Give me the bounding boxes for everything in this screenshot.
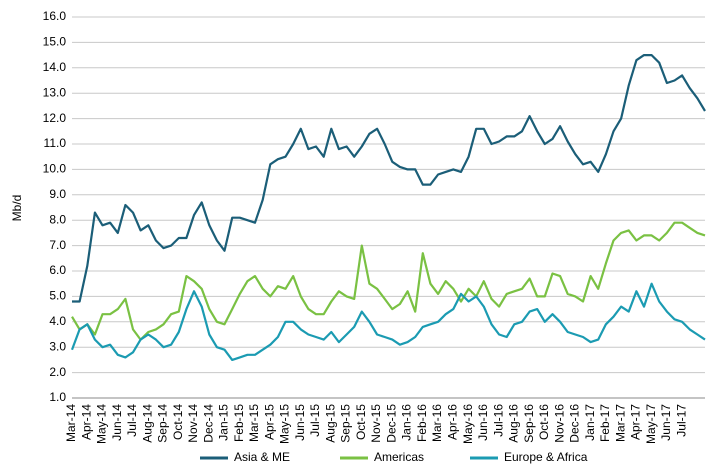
x-tick-label: Apr-14 [79,404,93,440]
y-tick-label: 1.0 [49,390,66,404]
line-series [70,282,706,361]
y-tick-label: 7.0 [49,238,66,252]
x-tick-label: Jun-17 [659,404,673,441]
x-tick-label: Mar-17 [613,404,627,442]
legend-label: Asia & ME [234,450,290,464]
line-series [72,54,706,303]
x-tick-label: Jun-16 [476,404,490,441]
x-tick-label: Apr-15 [262,404,276,440]
y-tick-label: 3.0 [49,339,66,353]
x-tick-label: Aug-16 [507,404,521,443]
y-tick-label: 13.0 [43,85,67,99]
x-tick-label: Sep-16 [522,404,536,443]
x-tick-label: Jan-16 [400,404,414,441]
x-tick-label: Feb-17 [598,404,612,442]
x-tick-label: Nov-15 [369,404,383,443]
x-tick-label: Sep-15 [339,404,353,443]
x-tick-label: Feb-16 [415,404,429,442]
x-tick-label: Dec-14 [201,404,215,443]
x-tick-label: Feb-15 [232,404,246,442]
y-tick-label: 16.0 [43,9,67,23]
y-axis-label: Mb/d [10,195,24,222]
x-tick-label: Oct-16 [537,404,551,440]
x-tick-label: May-15 [278,404,292,444]
x-tick-label: May-14 [95,404,109,444]
x-tick-label: Mar-15 [247,404,261,442]
y-tick-label: 4.0 [49,314,66,328]
x-tick-label: Jul-14 [125,404,139,437]
x-tick-label: Jan-15 [217,404,231,441]
y-tick-label: 9.0 [49,187,66,201]
x-tick-label: Sep-14 [156,404,170,443]
x-tick-label: Mar-16 [430,404,444,442]
legend-label: Americas [374,450,424,464]
x-tick-label: Jul-17 [674,404,688,437]
y-tick-label: 5.0 [49,289,66,303]
y-tick-label: 15.0 [43,35,67,49]
x-tick-label: Jul-15 [308,404,322,437]
x-tick-label: May-17 [644,404,658,444]
y-tick-label: 2.0 [49,365,66,379]
x-tick-label: Jun-15 [293,404,307,441]
x-tick-label: Oct-14 [171,404,185,440]
x-tick-label: Jun-14 [110,404,124,441]
x-tick-label: Aug-15 [323,404,337,443]
x-tick-label: Jul-16 [491,404,505,437]
x-tick-label: Dec-15 [384,404,398,443]
x-tick-label: Dec-16 [568,404,582,443]
y-tick-label: 14.0 [43,60,67,74]
x-tick-label: Apr-17 [629,404,643,440]
x-tick-label: Oct-15 [354,404,368,440]
y-tick-label: 11.0 [44,136,67,150]
legend-label: Europe & Africa [504,450,588,464]
x-tick-label: May-16 [461,404,475,444]
x-tick-label: Apr-16 [445,404,459,440]
y-tick-label: 12.0 [43,111,67,125]
x-tick-label: Mar-14 [64,404,78,442]
x-tick-label: Aug-14 [140,404,154,443]
y-tick-label: 8.0 [49,212,66,226]
line-series [71,221,706,341]
y-tick-label: 6.0 [49,263,66,277]
x-tick-label: Jan-17 [583,404,597,441]
x-tick-label: Nov-14 [186,404,200,443]
x-tick-label: Nov-16 [552,404,566,443]
y-tick-label: 10.0 [43,162,67,176]
